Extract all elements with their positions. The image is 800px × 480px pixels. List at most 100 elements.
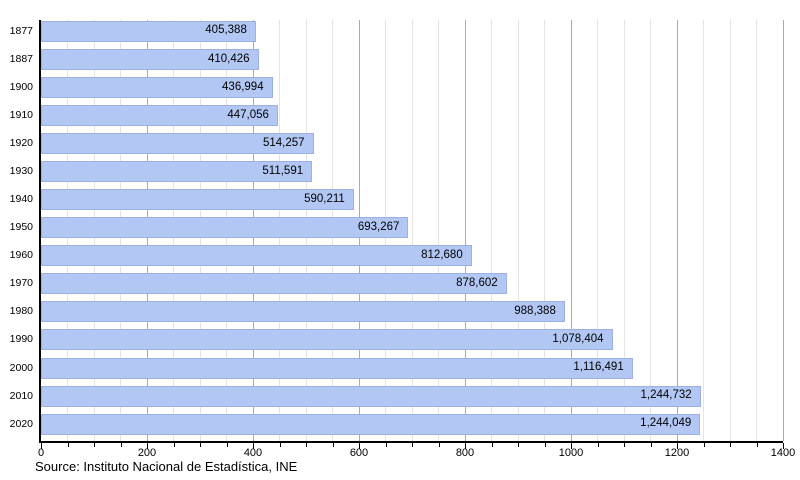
bar-value-label: 436,994 <box>222 80 264 93</box>
x-tick-label: 600 <box>349 447 369 459</box>
x-tick-label: 1200 <box>664 447 690 459</box>
bar-1900: 436,994 <box>41 76 273 98</box>
x-tick-major <box>253 443 254 449</box>
bar-2020: 1,244,049 <box>41 413 701 435</box>
bar-1990: 1,078,404 <box>41 329 613 351</box>
plot-area: 405,388 410,426 436,994 447,056 514,257 511,5… <box>39 20 784 443</box>
bar-1910: 447,056 <box>41 104 278 126</box>
x-tick-major <box>147 443 148 449</box>
x-tick-label: 1400 <box>770 447 796 459</box>
bar-1970: 878,602 <box>41 273 507 295</box>
year-label: 1960 <box>9 249 33 262</box>
gridline-minor <box>623 20 625 441</box>
x-tick-minor <box>544 443 546 447</box>
bar-value-label: 1,116,491 <box>573 361 624 374</box>
bar-value-label: 988,388 <box>514 305 556 318</box>
bar-value-label: 1,078,404 <box>552 333 604 346</box>
year-label: 2020 <box>9 417 33 430</box>
gridline-minor <box>517 20 519 441</box>
x-tick-label: 800 <box>455 447 475 459</box>
bar-value-label: 590,211 <box>304 192 345 205</box>
x-tick-major <box>677 443 678 449</box>
x-tick-minor <box>756 443 758 447</box>
gridline-minor <box>438 20 439 441</box>
gridline-major <box>782 20 784 441</box>
bar-value-label: 447,056 <box>227 108 269 121</box>
source-note: Source: Instituto Nacional de Estadístic… <box>35 459 298 474</box>
gridline-minor <box>703 20 704 441</box>
year-label: 1877 <box>9 24 33 37</box>
gridline-minor <box>544 20 545 441</box>
x-tick-minor <box>200 443 201 447</box>
year-label: 1900 <box>9 80 33 93</box>
x-tick-minor <box>597 443 599 447</box>
x-tick-label: 1000 <box>558 447 584 459</box>
bar-value-label: 693,267 <box>357 220 400 233</box>
bar-1980: 988,388 <box>41 301 565 323</box>
x-tick-minor <box>491 443 493 447</box>
gridline-minor <box>729 20 731 441</box>
x-tick-major <box>465 443 466 449</box>
x-tick-minor <box>94 443 95 447</box>
gridline-minor <box>650 20 651 441</box>
year-label: 2000 <box>9 361 33 374</box>
x-tick-minor <box>730 443 731 447</box>
bar-1940: 590,211 <box>41 189 354 211</box>
x-tick-label: 0 <box>37 447 45 459</box>
x-tick-minor <box>703 443 705 447</box>
year-label: 1980 <box>9 305 33 318</box>
x-tick-minor <box>624 443 625 447</box>
gridline-major <box>464 20 466 441</box>
gridline-minor <box>597 20 598 441</box>
x-tick-minor <box>306 443 307 447</box>
bar-value-label: 514,257 <box>262 136 305 149</box>
bar-2010: 1,244,732 <box>41 385 701 407</box>
bar-1930: 511,591 <box>41 161 313 183</box>
bar-1960: 812,680 <box>41 245 472 267</box>
x-tick-minor <box>173 443 175 447</box>
x-tick-major <box>783 443 784 449</box>
x-tick-minor <box>650 443 652 447</box>
bar-1920: 514,257 <box>41 132 314 154</box>
gridline-minor <box>756 20 757 441</box>
x-tick-minor <box>120 443 122 447</box>
bar-1950: 693,267 <box>41 217 409 239</box>
x-tick-label: 400 <box>243 447 263 459</box>
gridline-minor <box>411 20 413 441</box>
x-tick-minor <box>67 443 69 447</box>
x-tick-minor <box>226 443 228 447</box>
year-label: 1930 <box>9 165 33 178</box>
year-label: 1910 <box>9 108 33 121</box>
bar-value-label: 812,680 <box>421 248 463 261</box>
x-tick-major <box>571 443 572 449</box>
x-tick-minor <box>518 443 519 447</box>
x-tick-minor <box>279 443 281 447</box>
bar-value-label: 878,602 <box>456 277 498 290</box>
bar-2000: 1,116,491 <box>41 357 633 379</box>
year-label: 1950 <box>9 221 33 234</box>
x-tick-major <box>41 443 42 449</box>
x-tick-minor <box>412 443 413 447</box>
x-tick-minor <box>385 443 387 447</box>
year-label: 1920 <box>9 136 33 149</box>
bar-1877: 405,388 <box>41 20 256 42</box>
bar-value-label: 1,244,732 <box>640 389 692 402</box>
x-tick-major <box>359 443 360 449</box>
bar-1887: 410,426 <box>41 48 259 70</box>
gridline-major <box>676 20 678 441</box>
year-label: 2010 <box>9 389 33 402</box>
bar-value-label: 511,591 <box>262 164 304 177</box>
x-tick-minor <box>332 443 334 447</box>
year-label: 1940 <box>9 193 33 206</box>
bar-value-label: 405,388 <box>205 24 247 37</box>
gridline-minor <box>491 20 492 441</box>
year-label: 1887 <box>9 52 33 65</box>
bar-value-label: 1,244,049 <box>640 417 692 430</box>
gridline-major <box>570 20 572 441</box>
year-label: 1990 <box>9 333 33 346</box>
x-tick-minor <box>438 443 440 447</box>
x-tick-label: 200 <box>137 447 157 459</box>
year-label: 1970 <box>9 277 33 290</box>
bar-value-label: 410,426 <box>207 52 250 65</box>
